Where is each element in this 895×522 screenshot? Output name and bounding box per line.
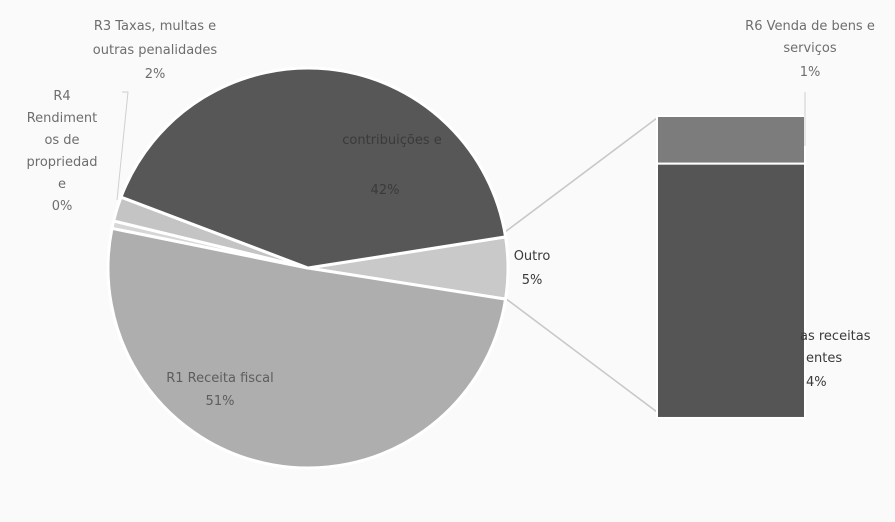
connector-bottom [504,297,658,413]
label-r1-percent: 51% [206,394,235,409]
label-r2-line1: contribuições e [342,133,442,148]
label-r4-line4: propriedad [27,155,98,170]
label-r4-line1: R4 [53,89,70,104]
label-r6-line2: serviços [783,41,837,56]
slice-r1 [106,226,508,470]
bar-segment-r6 [656,115,806,165]
label-r6-percent: 1% [800,65,821,80]
slice-r2 [119,66,508,270]
bar-segment-r7 [656,162,806,419]
pie [106,66,510,470]
label-r7-line1: as receitas [800,329,871,344]
label-outro-line1: Outro [514,249,551,264]
label-r3-percent: 2% [145,67,166,82]
label-r4-line5: e [58,177,66,192]
bar-of-pie-stack [656,115,806,419]
label-r4-line3: os de [44,133,79,148]
label-r4-percent: 0% [52,199,73,214]
label-r3-line2: outras penalidades [93,43,218,58]
label-r2-percent: 42% [371,183,400,198]
label-r7-percent: 4% [806,375,827,390]
label-r3-line1: R3 Taxas, multas e [94,19,216,34]
connector-top [504,117,658,233]
label-r1-line1: R1 Receita fiscal [166,371,274,386]
label-r7-line2: entes [806,351,842,366]
label-r6-line1: R6 Venda de bens e [745,19,875,34]
label-outro-percent: 5% [522,273,543,288]
leader-line-r4 [116,91,129,201]
label-r4-line2: Rendiment [27,111,98,126]
